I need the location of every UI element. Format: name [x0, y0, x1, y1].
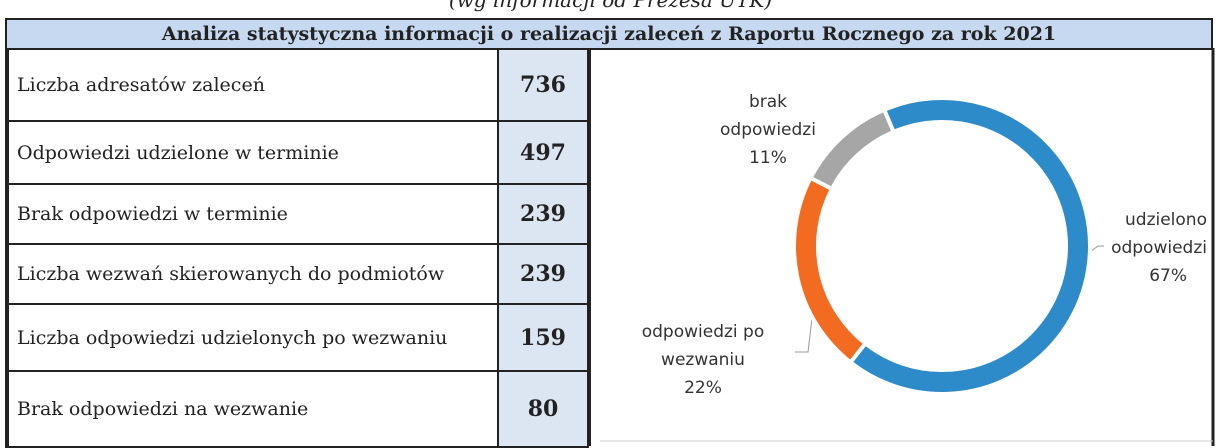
- value-cell: 239: [497, 183, 589, 245]
- segment-label: odpowiedzi po: [642, 322, 765, 342]
- table-row: Liczba wezwań skierowanych do podmiotów 2…: [5, 243, 589, 305]
- value-cell: 736: [497, 48, 589, 122]
- label-cell: Odpowiedzi udzielone w terminie: [5, 120, 499, 185]
- segment-label: brak: [749, 92, 787, 112]
- table-row: Brak odpowiedzi w terminie 239: [5, 183, 589, 245]
- table-row: Liczba adresatów zaleceń 736: [5, 48, 589, 122]
- percent-label: 22%: [684, 378, 722, 398]
- value-cell: 497: [497, 120, 589, 185]
- label-cell: Liczba odpowiedzi udzielonych po wezwani…: [5, 303, 499, 372]
- label-cell: Liczba adresatów zaleceń: [5, 48, 499, 122]
- segment-label: udzielono: [1125, 210, 1207, 230]
- value-cell: 239: [497, 243, 589, 305]
- value-cell: 159: [497, 303, 589, 372]
- subtitle: (wg informacji od Prezesa UTK): [448, 0, 773, 12]
- table-row: Brak odpowiedzi na wezwanie 80: [5, 370, 589, 448]
- table-row: Odpowiedzi udzielone w terminie 497: [5, 120, 589, 185]
- stats-table: Liczba adresatów zaleceń 736 Odpowiedzi ud…: [5, 48, 589, 448]
- donut-segment: [792, 175, 869, 366]
- label-cell: Brak odpowiedzi na wezwanie: [5, 370, 499, 448]
- donut-segment: [847, 96, 1092, 396]
- segment-label: wezwaniu: [661, 350, 745, 370]
- donut-segment: [807, 107, 897, 192]
- segment-label: odpowiedzi: [1111, 238, 1207, 258]
- title: Analiza statystyczna informacji o realiz…: [5, 18, 1213, 50]
- label-cell: Brak odpowiedzi w terminie: [5, 183, 499, 245]
- label-cell: Liczba wezwań skierowanych do podmiotów: [5, 243, 499, 305]
- percent-label: 67%: [1149, 266, 1187, 286]
- segment-label: odpowiedzi: [720, 120, 816, 140]
- value-cell: 80: [497, 370, 589, 448]
- table-row: Liczba odpowiedzi udzielonych po wezwani…: [5, 303, 589, 372]
- percent-label: 11%: [749, 148, 787, 168]
